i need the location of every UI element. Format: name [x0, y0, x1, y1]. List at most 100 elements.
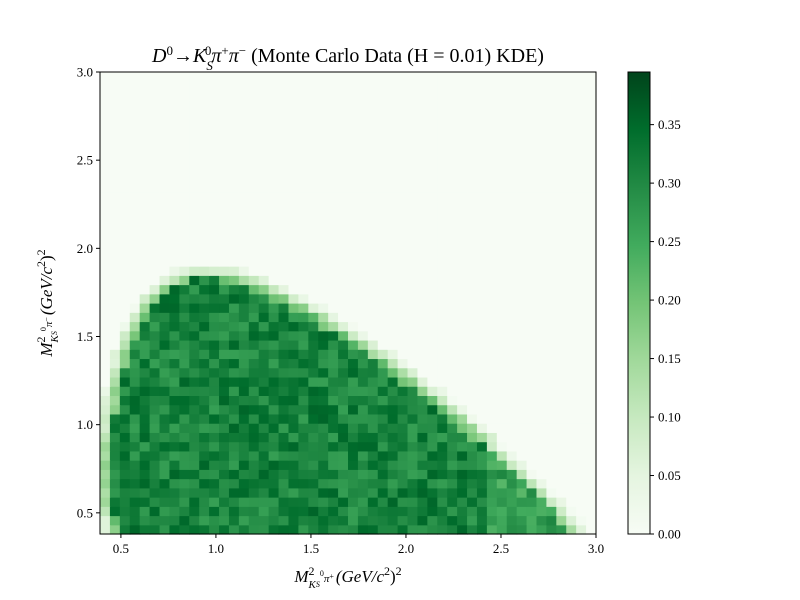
heatmap-cell	[526, 72, 538, 82]
heatmap-cell	[546, 395, 557, 406]
heatmap-cell	[268, 229, 280, 239]
heatmap-cell	[357, 515, 369, 526]
heatmap-cell	[328, 506, 339, 517]
heatmap-cell	[586, 293, 597, 304]
heatmap-cell	[556, 395, 567, 406]
heatmap-cell	[169, 266, 180, 276]
heatmap-cell	[546, 182, 557, 193]
heatmap-cell	[238, 515, 250, 526]
heatmap-cell	[536, 108, 547, 119]
heatmap-cell	[566, 478, 577, 489]
heatmap-cell	[159, 164, 171, 175]
heatmap-cell	[100, 284, 111, 295]
heatmap-cell	[417, 72, 428, 82]
heatmap-cell	[338, 182, 349, 193]
heatmap-cell	[288, 413, 299, 424]
heatmap-cell	[169, 210, 180, 221]
heatmap-cell	[258, 164, 270, 175]
heatmap-cell	[407, 219, 419, 230]
heatmap-cell	[367, 478, 379, 489]
heatmap-cell	[209, 339, 220, 350]
heatmap-cell	[496, 450, 508, 461]
heatmap-cell	[238, 145, 250, 156]
heatmap-cell	[318, 303, 329, 313]
heatmap-cell	[328, 441, 339, 452]
heatmap-cell	[486, 312, 498, 323]
heatmap-cell	[149, 478, 161, 489]
heatmap-cell	[387, 460, 399, 470]
heatmap-cell	[228, 136, 240, 147]
heatmap-cell	[268, 478, 280, 489]
heatmap-cell	[467, 312, 478, 323]
heatmap-cell	[427, 506, 438, 517]
heatmap-cell	[377, 303, 389, 313]
heatmap-cell	[556, 432, 567, 443]
heatmap-cell	[139, 210, 151, 221]
heatmap-cell	[308, 404, 319, 415]
heatmap-cell	[417, 81, 428, 92]
heatmap-cell	[189, 182, 200, 193]
heatmap-cell	[100, 376, 111, 387]
heatmap-cell	[328, 376, 339, 387]
heatmap-cell	[348, 256, 359, 267]
heatmap-cell	[357, 413, 369, 424]
heatmap-cell	[149, 136, 161, 147]
heatmap-cell	[318, 108, 329, 119]
heatmap-cell	[109, 506, 121, 517]
heatmap-cell	[387, 423, 399, 433]
heatmap-cell	[476, 349, 488, 360]
heatmap-cell	[556, 450, 567, 461]
heatmap-cell	[348, 201, 359, 212]
heatmap-cell	[417, 524, 428, 535]
heatmap-cell	[318, 460, 329, 470]
heatmap-cell	[447, 210, 458, 221]
heatmap-cell	[209, 108, 220, 119]
heatmap-cell	[546, 432, 557, 443]
heatmap-cell	[496, 395, 508, 406]
heatmap-cell	[228, 145, 240, 156]
heatmap-cell	[536, 395, 547, 406]
heatmap-cell	[149, 219, 161, 230]
heatmap-cell	[556, 266, 567, 276]
heatmap-cell	[100, 450, 111, 461]
heatmap-cell	[228, 275, 240, 286]
heatmap-cell	[556, 284, 567, 295]
heatmap-cell	[100, 312, 111, 323]
heatmap-cell	[348, 432, 359, 443]
heatmap-cell	[536, 164, 547, 175]
heatmap-cell	[566, 349, 577, 360]
heatmap-cell	[516, 404, 528, 415]
heatmap-cell	[169, 404, 180, 415]
colorbar-tick-label: 0.10	[658, 410, 681, 425]
heatmap-cell	[159, 201, 171, 212]
heatmap-cell	[278, 275, 290, 286]
heatmap-cell	[387, 192, 399, 202]
heatmap-cell	[338, 99, 349, 110]
heatmap-cell	[387, 108, 399, 119]
heatmap-cell	[427, 238, 438, 249]
heatmap-cell	[427, 339, 438, 350]
heatmap-cell	[536, 81, 547, 92]
heatmap-cell	[467, 367, 478, 378]
heatmap-cell	[367, 238, 379, 249]
heatmap-cell	[179, 173, 190, 184]
heatmap-cell	[457, 349, 468, 360]
heatmap-cell	[457, 413, 468, 424]
heatmap-cell	[258, 182, 270, 193]
heatmap-cell	[387, 266, 399, 276]
heatmap-cell	[496, 441, 508, 452]
heatmap-cell	[209, 72, 220, 82]
heatmap-cell	[308, 478, 319, 489]
heatmap-cell	[169, 136, 180, 147]
heatmap-cell	[228, 312, 240, 323]
heatmap-cell	[308, 515, 319, 526]
heatmap-cell	[268, 432, 280, 443]
heatmap-cell	[357, 339, 369, 350]
heatmap-cell	[467, 155, 478, 165]
heatmap-cell	[476, 229, 488, 239]
heatmap-cell	[338, 524, 349, 535]
heatmap-cell	[526, 229, 538, 239]
heatmap-cell	[516, 155, 528, 165]
heatmap-cell	[357, 72, 369, 82]
heatmap-cell	[109, 367, 121, 378]
